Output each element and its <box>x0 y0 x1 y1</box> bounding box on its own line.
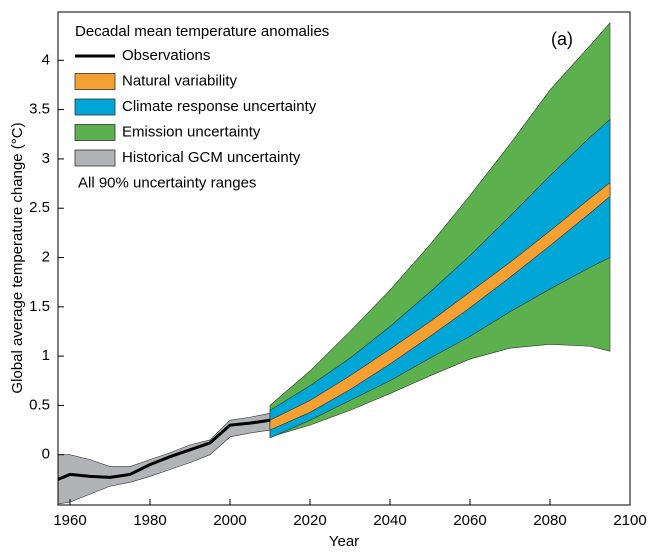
y-axis-label: Global average temperature change (°C) <box>9 122 26 393</box>
y-tick-label: 1.5 <box>29 298 50 315</box>
y-tick-label: 0.5 <box>29 396 50 413</box>
x-tick-label: 2100 <box>613 512 646 529</box>
legend-label: Observations <box>122 47 210 64</box>
uncertainty-band <box>269 118 611 439</box>
x-tick-label: 2040 <box>373 512 406 529</box>
observation-line <box>57 418 271 481</box>
y-tick-label: 4 <box>42 51 50 68</box>
legend-swatch <box>74 98 116 116</box>
y-tick-label: 3.5 <box>29 101 50 118</box>
uncertainty-band <box>269 181 611 431</box>
y-tick-label: 0 <box>42 446 50 463</box>
x-axis-label: Year <box>329 533 359 550</box>
x-tick-label: 1960 <box>53 512 86 529</box>
legend-swatch <box>74 73 116 90</box>
legend-label: Climate response uncertainty <box>122 98 317 115</box>
y-tick-label: 2.5 <box>29 199 50 216</box>
legend-title: Decadal mean temperature anomalies <box>75 23 329 40</box>
y-tick-label: 3 <box>42 150 50 167</box>
legend-label: Natural variability <box>122 72 238 89</box>
panel-label: (a) <box>551 29 573 49</box>
legend-note: All 90% uncertainty ranges <box>78 174 256 191</box>
y-tick-label: 2 <box>42 248 50 265</box>
legend-swatch <box>74 124 116 141</box>
x-tick-label: 2000 <box>213 512 246 529</box>
uncertainty-band <box>269 22 611 438</box>
plot-frame <box>57 11 631 506</box>
x-tick-label: 2080 <box>533 512 566 529</box>
legend-label: Historical GCM uncertainty <box>122 149 301 166</box>
x-tick-label: 1980 <box>133 512 166 529</box>
x-tick-label: 2020 <box>293 512 326 529</box>
y-tick-label: 1 <box>42 347 50 364</box>
legend-label: Emission uncertainty <box>122 123 261 140</box>
legend-swatch <box>74 149 116 167</box>
x-tick-label: 2060 <box>453 512 486 529</box>
